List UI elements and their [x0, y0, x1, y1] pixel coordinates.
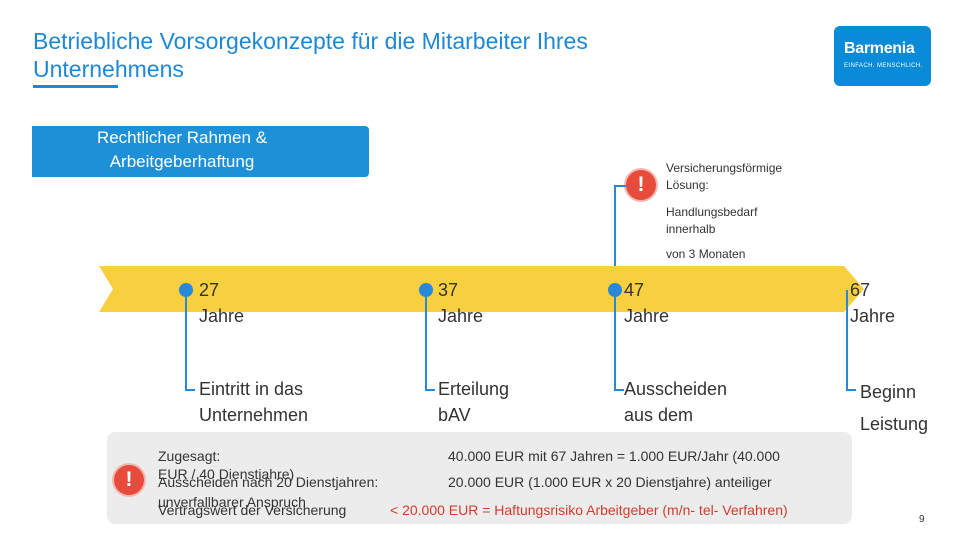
summary-box — [107, 432, 852, 524]
page-number: 9 — [919, 514, 925, 525]
marker-dot-47 — [608, 283, 622, 297]
event-label-67: Beginn Leistung — [860, 376, 928, 440]
age-label-67: 67 Jahre — [850, 277, 895, 329]
event-line1: Erteilung — [438, 379, 510, 399]
section-box: Rechtlicher Rahmen & Arbeitgeberhaftung — [32, 126, 369, 177]
summary-row3-value: < 20.000 EUR = Haftungsrisiko Arbeitgebe… — [390, 502, 788, 518]
section-box-line2: Arbeitgeberhaftung — [109, 152, 255, 171]
age-value: 47 — [624, 280, 645, 300]
summary-row1-label: Zugesagt: — [158, 448, 221, 464]
event-line2: Leistung — [860, 414, 929, 434]
age-unit: Jahre — [438, 306, 484, 326]
event-line1: Ausscheiden — [624, 379, 728, 399]
callout-line5: von 3 Monaten — [666, 247, 746, 261]
callout-line4: innerhalb — [666, 222, 716, 236]
callout-text-mid: Handlungsbedarf innerhalb — [666, 204, 757, 238]
marker-tick-47 — [614, 389, 624, 391]
summary-row2-label: Ausscheiden nach 20 Dienstjahren: — [158, 474, 379, 490]
event-line1: Eintritt in das — [199, 379, 304, 399]
event-label-37: Erteilung bAV — [438, 376, 509, 428]
marker-dot-27 — [179, 283, 193, 297]
marker-line-37 — [425, 290, 427, 390]
callout-connector — [614, 185, 616, 290]
event-line2: aus dem — [624, 405, 694, 425]
callout-line1: Versicherungsförmige — [666, 161, 783, 175]
timeline-arrow-shape — [99, 266, 864, 312]
event-line1: Beginn — [860, 382, 917, 402]
callout-line3: Handlungsbedarf — [666, 205, 758, 219]
callout-line2: Lösung: — [666, 178, 709, 192]
age-label-37: 37 Jahre — [438, 277, 483, 329]
age-unit: Jahre — [850, 306, 896, 326]
section-box-line1: Rechtlicher Rahmen & — [96, 128, 268, 147]
age-label-27: 27 Jahre — [199, 277, 244, 329]
event-line2: bAV — [438, 405, 471, 425]
title-underline — [33, 85, 118, 88]
callout-text-top: Versicherungsförmige Lösung: — [666, 160, 782, 194]
age-unit: Jahre — [624, 306, 670, 326]
marker-line-47 — [614, 290, 616, 390]
marker-line-27 — [185, 290, 187, 390]
event-label-27: Eintritt in das Unternehmen — [199, 376, 308, 428]
marker-line-67 — [846, 290, 848, 390]
timeline-arrow — [99, 266, 864, 312]
summary-row2b-label: unverfallbarer Anspruch — [158, 494, 306, 510]
marker-tick-37 — [425, 389, 435, 391]
marker-tick-27 — [185, 389, 195, 391]
summary-row1b-label: EUR / 40 Dienstjahre) — [158, 466, 295, 482]
logo-tagline: EINFACH. MENSCHLICH. — [844, 63, 923, 69]
summary-row3-label: Vertragswert der Versicherung — [158, 502, 347, 518]
marker-tick-67 — [846, 389, 856, 391]
page-title-line1: Betriebliche Vorsorgekonzepte für die Mi… — [33, 28, 588, 54]
callout-connector-top — [614, 185, 626, 187]
age-value: 67 — [850, 280, 871, 300]
summary-warning-icon: ! — [114, 465, 144, 495]
summary-row2-value: 20.000 EUR (1.000 EUR x 20 Dienstjahre) … — [448, 474, 772, 490]
marker-dot-37 — [419, 283, 433, 297]
page-title-line2: Unternehmens — [33, 56, 184, 82]
event-line2: Unternehmen — [199, 405, 309, 425]
age-value: 37 — [438, 280, 459, 300]
page-title: Betriebliche Vorsorgekonzepte für die Mi… — [33, 27, 733, 83]
age-value: 27 — [199, 280, 220, 300]
age-unit: Jahre — [199, 306, 245, 326]
event-label-47: Ausscheiden aus dem — [624, 376, 727, 428]
age-label-47: 47 Jahre — [624, 277, 669, 329]
warning-icon: ! — [626, 170, 656, 200]
summary-row1-value: 40.000 EUR mit 67 Jahren = 1.000 EUR/Jah… — [448, 448, 780, 464]
barmenia-logo: Barmenia EINFACH. MENSCHLICH. — [834, 26, 931, 86]
logo-brand: Barmenia — [844, 40, 915, 57]
